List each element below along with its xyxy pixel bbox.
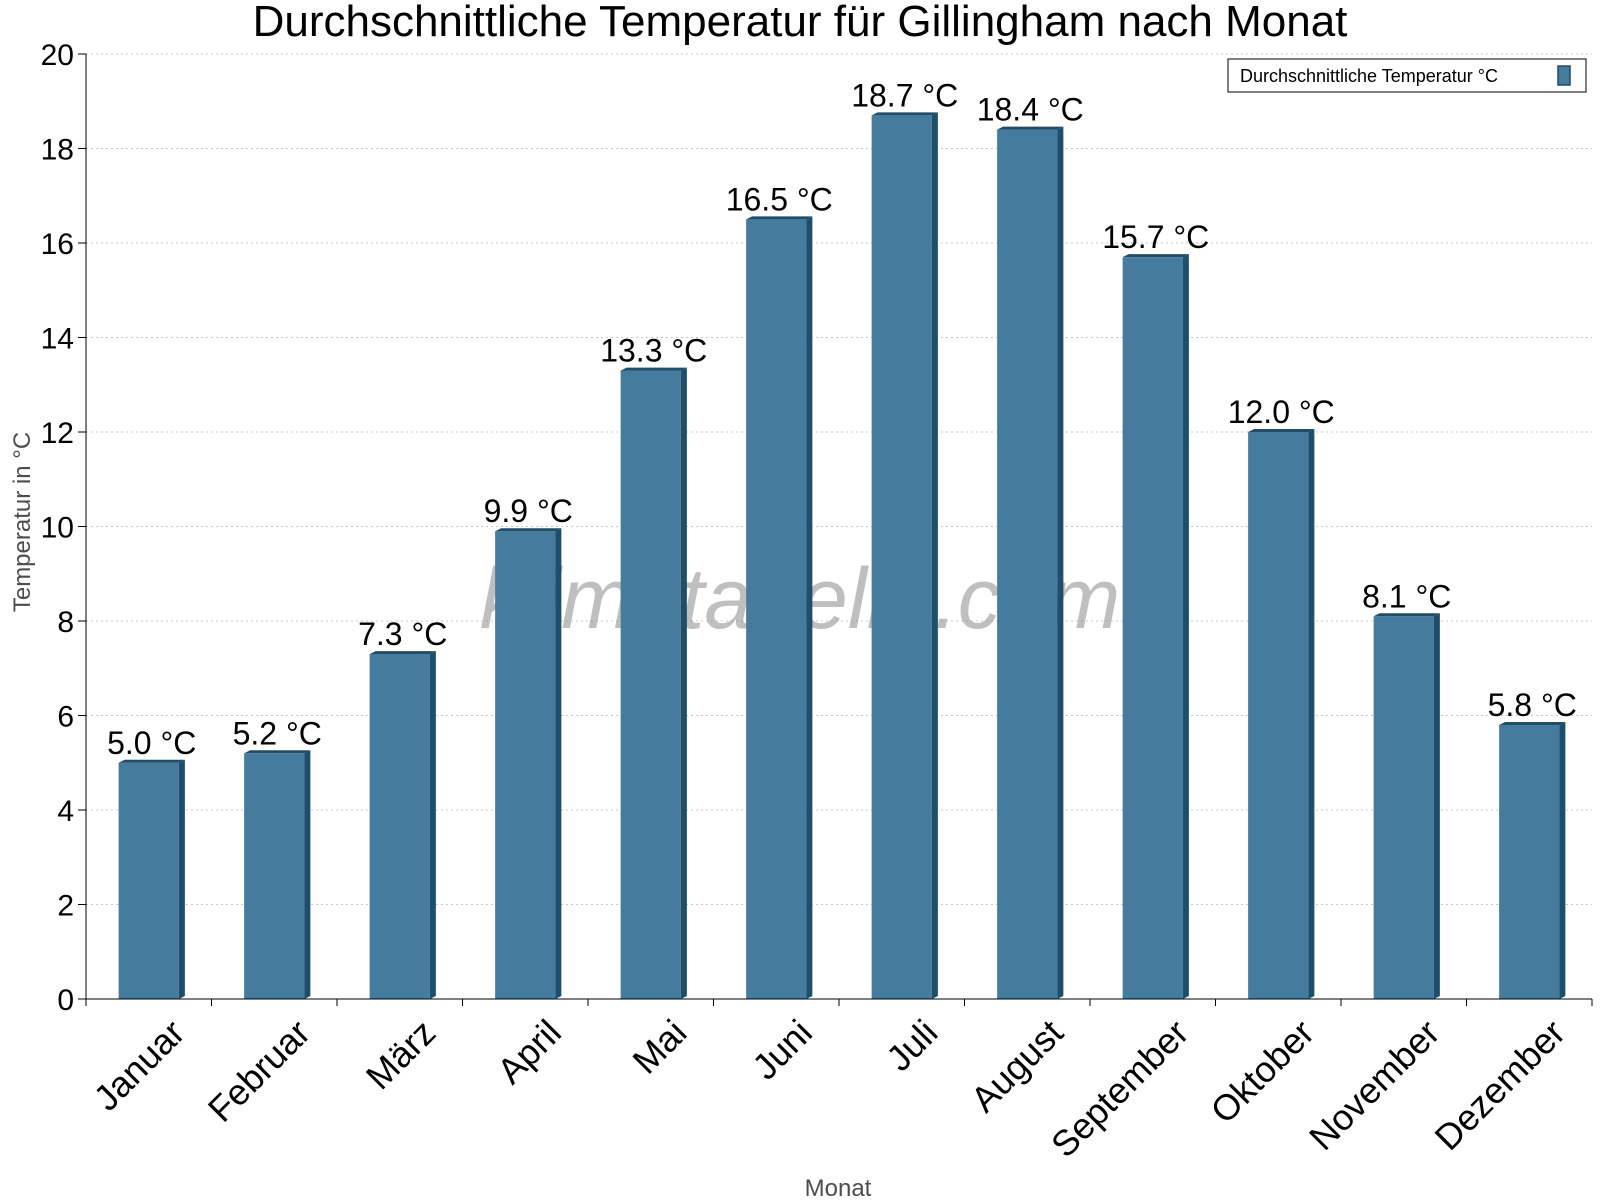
bar-face (1248, 432, 1309, 999)
bar-top (369, 651, 436, 655)
y-tick-label: 16 (41, 228, 74, 261)
bar-side (1057, 126, 1064, 1000)
x-tick-label: Juli (878, 1012, 945, 1079)
y-tick-label: 14 (41, 323, 74, 356)
y-tick-label: 4 (57, 795, 74, 828)
y-tick-label: 2 (57, 890, 74, 923)
bar (1122, 254, 1189, 1000)
x-tick-label: Juni (744, 1012, 820, 1088)
y-tick-label: 8 (57, 606, 74, 639)
bar-face (1499, 724, 1560, 999)
bar-top (118, 759, 185, 763)
bar (746, 216, 813, 999)
bar-face (1122, 257, 1183, 999)
bar-top (620, 367, 687, 371)
bar (620, 367, 687, 999)
y-tick-label: 6 (57, 701, 74, 734)
bar-side (178, 759, 185, 999)
data-label: 7.3 °C (358, 616, 447, 652)
bar (997, 126, 1064, 1000)
bar-face (1373, 616, 1434, 999)
bar (244, 750, 311, 999)
bar-face (244, 753, 305, 999)
bar-face (369, 654, 430, 999)
bar-face (746, 219, 807, 999)
bar (1499, 721, 1566, 999)
x-tick-label: Mai (624, 1012, 694, 1082)
bar-top (1499, 721, 1566, 725)
data-label: 18.4 °C (977, 92, 1084, 128)
data-label: 16.5 °C (726, 181, 833, 217)
legend-swatch (1557, 65, 1571, 86)
data-label: 18.7 °C (851, 77, 958, 113)
axes (78, 53, 1593, 1006)
x-tick-label: Oktober (1202, 1012, 1322, 1132)
chart-title: Durchschnittliche Temperatur für Gilling… (253, 0, 1348, 46)
bar (1248, 429, 1315, 999)
y-axis-label: Temperatur in °C (9, 432, 36, 612)
data-label: 15.7 °C (1102, 219, 1209, 255)
data-label: 12.0 °C (1228, 394, 1335, 430)
bar (118, 759, 185, 999)
bar-side (680, 367, 687, 999)
legend-box (1227, 58, 1587, 93)
grid-lines (86, 53, 1592, 905)
bar-side (304, 750, 311, 999)
bar-face (997, 129, 1058, 1000)
bar-top (1248, 429, 1315, 432)
bar-face (871, 115, 932, 1000)
x-tick-labels: Januar Februar März April Mai Juni Juli AugustS… (86, 1012, 1573, 1166)
bar (1373, 613, 1440, 999)
bar (871, 112, 938, 1000)
legend-label: Durchschnittliche Temperatur °C (1240, 66, 1498, 86)
bar (369, 651, 436, 999)
x-tick-label: September (1043, 1012, 1197, 1166)
y-tick-label: 18 (41, 134, 74, 167)
data-label: 13.3 °C (600, 333, 707, 369)
bar-face (495, 531, 556, 999)
bar-top (1373, 613, 1440, 617)
bar-top (871, 112, 938, 116)
data-label: 9.9 °C (484, 493, 573, 529)
bar-side (806, 216, 813, 999)
x-tick-label: November (1301, 1012, 1447, 1158)
data-label: 5.0 °C (107, 725, 196, 761)
y-tick-labels: 0 2 4 6 8 10 12 14 16 18 20 (41, 39, 74, 1017)
x-tick-label: April (489, 1012, 569, 1092)
y-tick-label: 12 (41, 417, 74, 450)
data-labels: 5.0 °C 5.2 °C 7.3 °C 9.9 °C 13.3 °C 16.5 °C 18… (107, 77, 1577, 760)
x-tick-label: März (358, 1012, 444, 1098)
bar-side (429, 651, 436, 999)
x-tick-label: Januar (86, 1012, 193, 1119)
bar-side (1433, 613, 1440, 999)
bar-face (620, 370, 681, 999)
bar (495, 528, 562, 999)
data-label: 5.2 °C (233, 715, 322, 751)
bar-side (1308, 429, 1315, 999)
x-tick-label: Dezember (1426, 1012, 1572, 1158)
bar-top (495, 528, 562, 532)
bars-group (118, 112, 1566, 1000)
bar-top (997, 126, 1064, 130)
bar-top (746, 216, 813, 220)
bar-top (244, 750, 311, 754)
bar-top (1122, 254, 1189, 258)
x-tick-label: August (963, 1012, 1071, 1120)
bar-side (1559, 721, 1566, 999)
legend: Durchschnittliche Temperatur °C (1227, 58, 1587, 93)
bar-side (1182, 254, 1189, 1000)
data-label: 5.8 °C (1488, 687, 1577, 723)
y-tick-label: 20 (41, 39, 74, 72)
bar-face (118, 762, 179, 999)
bar-side (931, 112, 938, 1000)
y-tick-label: 0 (57, 984, 74, 1017)
data-label: 8.1 °C (1362, 578, 1451, 614)
x-tick-label: Februar (200, 1012, 318, 1130)
y-tick-label: 10 (41, 512, 74, 545)
bar-side (555, 528, 562, 999)
x-axis-label: Monat (805, 1175, 872, 1200)
